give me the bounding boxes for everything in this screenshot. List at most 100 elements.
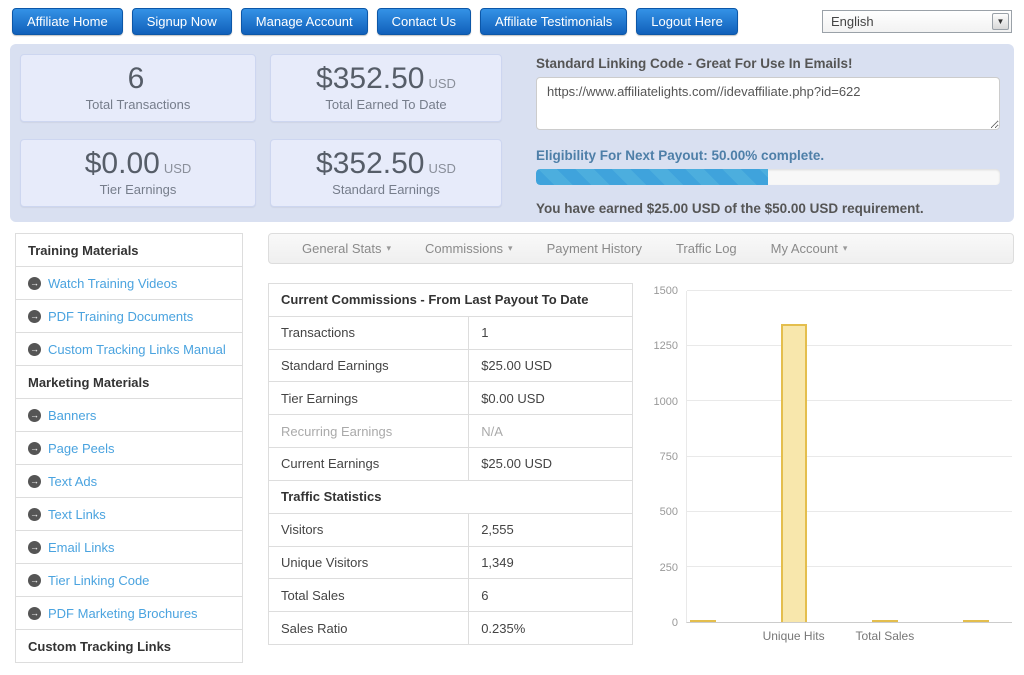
- table-row-value: 1,349: [469, 546, 633, 579]
- payout-progress-fill: [536, 169, 768, 185]
- table-row-label: Total Sales: [269, 579, 469, 612]
- table-row-label: Unique Visitors: [269, 546, 469, 579]
- chart-gridline: [687, 566, 1012, 567]
- circle-arrow-icon: →: [28, 475, 41, 488]
- table-row: Recurring EarningsN/A: [269, 415, 633, 448]
- stat-total-transactions: 6 Total Transactions: [20, 54, 256, 122]
- stat-unit: USD: [429, 161, 456, 176]
- table-row-label: Recurring Earnings: [269, 415, 469, 448]
- chart-ylabels: 0250500750100012501500: [648, 291, 678, 623]
- sidebar-item-banners[interactable]: →Banners: [16, 399, 242, 432]
- tab-my-account[interactable]: My Account ▾: [754, 241, 865, 256]
- table-row-value: $25.00 USD: [469, 448, 633, 481]
- linking-code-textarea[interactable]: https://www.affiliatelights.com//idevaff…: [536, 77, 1000, 130]
- linking-column: Standard Linking Code - Great For Use In…: [536, 54, 1000, 212]
- stat-unit: USD: [429, 76, 456, 91]
- stat-total-earned: $352.50USD Total Earned To Date: [270, 54, 502, 122]
- circle-arrow-icon: →: [28, 277, 41, 290]
- nav-button-contact-us[interactable]: Contact Us: [377, 8, 471, 35]
- tab-traffic-log[interactable]: Traffic Log: [659, 241, 754, 256]
- circle-arrow-icon: →: [28, 442, 41, 455]
- tab-payment-history[interactable]: Payment History: [530, 241, 659, 256]
- sidebar-item-pdf-marketing-brochures[interactable]: →PDF Marketing Brochures: [16, 597, 242, 630]
- stat-value: $0.00: [85, 147, 160, 180]
- table-row: Standard Earnings$25.00 USD: [269, 349, 633, 382]
- tab-label: Traffic Log: [676, 241, 737, 256]
- chart-gridline: [687, 290, 1012, 291]
- dropdown-arrow-icon: ▼: [992, 13, 1009, 30]
- chart-bar: [781, 324, 807, 622]
- table-row: Current Earnings$25.00 USD: [269, 448, 633, 481]
- sidebar-item-pdf-training-documents[interactable]: → PDF Training Documents: [16, 300, 242, 333]
- table-row-value: 0.235%: [469, 612, 633, 645]
- table-section-row: Traffic Statistics: [269, 480, 633, 513]
- chart-bar: [690, 620, 716, 622]
- chevron-down-icon: ▾: [387, 243, 392, 254]
- chart-ytick-label: 750: [648, 451, 678, 463]
- table-row-value: 6: [469, 579, 633, 612]
- chart-xlabels: Unique HitsTotal Sales: [686, 625, 1012, 645]
- table-section-label: Traffic Statistics: [269, 480, 633, 513]
- table-row-label: Tier Earnings: [269, 382, 469, 415]
- content-area: General Stats ▾ Commissions▾ Payment Hist…: [268, 233, 1014, 645]
- stat-label: Total Earned To Date: [325, 97, 446, 112]
- chart-ytick-label: 1500: [648, 285, 678, 297]
- chart-ytick-label: 1000: [648, 396, 678, 408]
- sidebar-item-email-links[interactable]: →Email Links: [16, 531, 242, 564]
- sidebar-item-label: Text Links: [48, 507, 106, 522]
- nav-button-logout-here[interactable]: Logout Here: [636, 8, 738, 35]
- sidebar-item-label: Custom Tracking Links Manual: [48, 342, 226, 357]
- sidebar-item-tier-linking-code[interactable]: →Tier Linking Code: [16, 564, 242, 597]
- sidebar-item-label: PDF Training Documents: [48, 309, 193, 324]
- table-row: Transactions1: [269, 316, 633, 349]
- chevron-down-icon: ▾: [508, 243, 513, 254]
- stat-grid: 6 Total Transactions $352.50USD Total Ea…: [20, 54, 512, 212]
- stat-tier-earnings: $0.00USD Tier Earnings: [20, 139, 256, 207]
- tab-bar: General Stats ▾ Commissions▾ Payment Hist…: [268, 233, 1014, 264]
- nav-button-affiliate-testimonials[interactable]: Affiliate Testimonials: [480, 8, 627, 35]
- language-select[interactable]: English ▼: [822, 10, 1012, 33]
- nav-button-affiliate-home[interactable]: Affiliate Home: [12, 8, 123, 35]
- tab-label: My Account: [771, 241, 838, 256]
- chart-bar: [963, 620, 989, 622]
- sidebar-item-label: Email Links: [48, 540, 114, 555]
- chart-plot: [686, 291, 1012, 623]
- tab-general-stats[interactable]: General Stats ▾: [285, 241, 408, 256]
- nav-button-manage-account[interactable]: Manage Account: [241, 8, 368, 35]
- chart-xtick-label: Unique Hits: [763, 629, 825, 643]
- sidebar-item-label: Watch Training Videos: [48, 276, 177, 291]
- sidebar-item-page-peels[interactable]: → Page Peels: [16, 432, 242, 465]
- tab-label: General Stats: [302, 241, 382, 256]
- chart-ytick-label: 500: [648, 506, 678, 518]
- tab-commissions[interactable]: Commissions▾: [408, 241, 530, 256]
- payout-eligibility-title: Eligibility For Next Payout: 50.00% comp…: [536, 148, 1000, 163]
- summary-panel: 6 Total Transactions $352.50USD Total Ea…: [10, 44, 1014, 222]
- table-row-value: $0.00 USD: [469, 382, 633, 415]
- stat-value: $352.50: [316, 147, 424, 180]
- commissions-traffic-table: Current Commissions - From Last Payout T…: [268, 283, 633, 645]
- table-row: Tier Earnings$0.00 USD: [269, 382, 633, 415]
- sidebar-item-custom-tracking-links-manual[interactable]: →Custom Tracking Links Manual: [16, 333, 242, 366]
- table-row-label: Current Earnings: [269, 448, 469, 481]
- sidebar-header-label: Marketing Materials: [28, 375, 149, 390]
- chevron-down-icon: ▾: [843, 243, 848, 254]
- table-row-value: N/A: [469, 415, 633, 448]
- table-section-label: Current Commissions - From Last Payout T…: [269, 284, 633, 317]
- payout-requirement-note: You have earned $25.00 USD of the $50.00…: [536, 201, 1000, 216]
- sidebar: Training Materials →Watch Training Video…: [15, 233, 243, 663]
- tab-label: Payment History: [547, 241, 642, 256]
- sidebar-item-watch-training-videos[interactable]: → Watch Training Videos: [16, 267, 242, 300]
- sidebar-item-text-ads[interactable]: →Text Ads: [16, 465, 242, 498]
- sidebar-header-label: Custom Tracking Links: [28, 639, 171, 654]
- table-row: Sales Ratio0.235%: [269, 612, 633, 645]
- circle-arrow-icon: →: [28, 310, 41, 323]
- stat-standard-earnings: $352.50USD Standard Earnings: [270, 139, 502, 207]
- stat-unit: USD: [164, 161, 191, 176]
- chart-gridline: [687, 345, 1012, 346]
- circle-arrow-icon: →: [28, 508, 41, 521]
- sidebar-item-label: Page Peels: [48, 441, 115, 456]
- table-row-label: Standard Earnings: [269, 349, 469, 382]
- nav-button-signup-now[interactable]: Signup Now: [132, 8, 232, 35]
- sidebar-item-text-links[interactable]: → Text Links: [16, 498, 242, 531]
- payout-progress-bar: [536, 169, 1000, 185]
